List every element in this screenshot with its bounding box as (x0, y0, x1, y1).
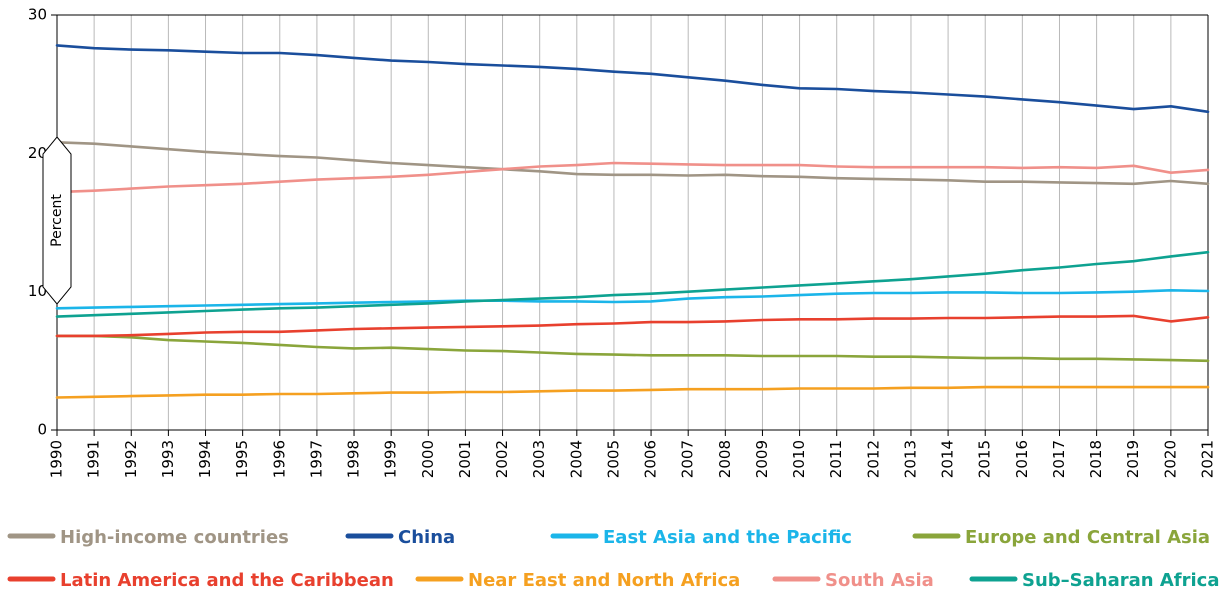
legend-label-high-income-countries: High-income countries (60, 527, 289, 548)
series-line-near-east-and-north-africa (55, 385, 1210, 399)
y-tick-label-30: 30 (28, 6, 47, 24)
x-tick-label-2008: 2008 (716, 440, 734, 478)
y-tick-label-10: 10 (28, 282, 47, 300)
x-tick-label-2005: 2005 (604, 440, 622, 478)
x-tick-label-2021: 2021 (1199, 440, 1217, 478)
legend-item-near-east-and-north-africa: Near East and North Africa (415, 570, 740, 589)
x-tick-label-2018: 2018 (1087, 440, 1105, 478)
series-line-sub-saharan-africa (55, 250, 1210, 318)
y-axis-label-group: Percent (42, 136, 72, 305)
series-line-latin-america-and-the-caribbean (55, 314, 1210, 338)
x-tick-label-2011: 2011 (827, 440, 845, 478)
legend-item-china: China (345, 527, 455, 548)
legend-label-sub-saharan-africa: Sub–Saharan Africa (1022, 570, 1219, 589)
legend-item-europe-and-central-asia: Europe and Central Asia (912, 527, 1210, 548)
x-tick-label-2002: 2002 (493, 440, 511, 478)
series-lines (55, 44, 1210, 399)
series-line-east-asia-and-the-pacific (55, 288, 1210, 310)
x-tick-label-1999: 1999 (382, 440, 400, 478)
x-tick-label-1995: 1995 (233, 440, 251, 478)
x-tick-label-2014: 2014 (939, 440, 957, 478)
x-tick-label-1990: 1990 (48, 440, 66, 478)
x-tick-label-2009: 2009 (753, 440, 771, 478)
series-line-high-income-countries (55, 141, 1210, 186)
x-tick-label-2015: 2015 (976, 440, 994, 478)
y-axis-label: Percent (49, 194, 65, 247)
x-tick-label-1993: 1993 (159, 440, 177, 478)
series-line-europe-and-central-asia (55, 334, 1210, 363)
x-tick-label-1991: 1991 (85, 440, 103, 478)
x-tick-label-2006: 2006 (642, 440, 660, 478)
series-line-china (55, 44, 1210, 114)
legend-label-near-east-and-north-africa: Near East and North Africa (468, 570, 740, 589)
x-tick-label-2016: 2016 (1013, 440, 1031, 478)
x-tick-label-2010: 2010 (790, 440, 808, 478)
legend-item-latin-america-and-the-caribbean: Latin America and the Caribbean (7, 570, 394, 589)
x-tick-label-2004: 2004 (567, 440, 585, 478)
x-tick-label-2012: 2012 (864, 440, 882, 478)
grid-lines (56, 15, 1209, 430)
legend-item-sub-saharan-africa: Sub–Saharan Africa (969, 570, 1219, 589)
x-tick-label-2007: 2007 (679, 440, 697, 478)
x-tick-label-2019: 2019 (1124, 440, 1142, 478)
x-tick-label-1997: 1997 (307, 440, 325, 478)
x-tick-label-2001: 2001 (456, 440, 474, 478)
x-tick-label-2000: 2000 (419, 440, 437, 478)
x-tick-label-1992: 1992 (122, 440, 140, 478)
x-tick-label-2013: 2013 (901, 440, 919, 478)
x-tick-label-1996: 1996 (270, 440, 288, 478)
legend-label-latin-america-and-the-caribbean: Latin America and the Caribbean (60, 570, 394, 589)
y-tick-label-20: 20 (28, 144, 47, 162)
x-tick-label-2017: 2017 (1050, 440, 1068, 478)
y-tick-label-0: 0 (37, 421, 47, 439)
axes (56, 14, 1209, 431)
x-tick-label-1994: 1994 (196, 440, 214, 478)
x-tick-label-2003: 2003 (530, 440, 548, 478)
legend-item-south-asia: South Asia (772, 570, 934, 589)
legend-label-china: China (398, 527, 455, 548)
x-axis-ticks: 1990 1991 1992 1993 1994 1995 1996 1997 1998 1999… (48, 430, 1217, 478)
x-tick-label-2020: 2020 (1161, 440, 1179, 478)
legend-item-east-asia-and-the-pacific: East Asia and the Pacific (550, 527, 852, 548)
legend-label-south-asia: South Asia (825, 570, 934, 589)
legend-item-high-income-countries: High-income countries (7, 527, 289, 548)
x-tick-label-1998: 1998 (345, 440, 363, 478)
legend-label-east-asia-and-the-pacific: East Asia and the Pacific (603, 527, 852, 548)
legend: High-income countries China East Asia and … (7, 527, 1219, 589)
series-line-south-asia (55, 161, 1210, 194)
y-axis-label-arrow-shape (42, 136, 72, 305)
legend-label-europe-and-central-asia: Europe and Central Asia (965, 527, 1210, 548)
